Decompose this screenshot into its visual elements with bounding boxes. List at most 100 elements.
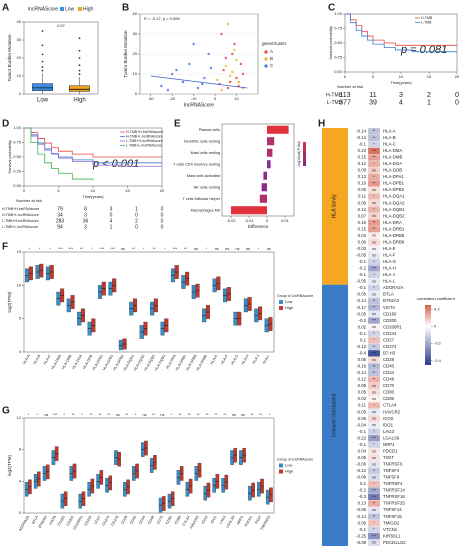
cell-value: -0.1	[359, 259, 367, 264]
y-tick-label: 0	[19, 91, 22, 96]
legend-swatch	[279, 469, 283, 474]
panel-letter: G	[2, 406, 10, 417]
y-tick-label: 0.00	[13, 183, 22, 188]
cell-value: -0.12	[356, 344, 366, 349]
significance: ***	[69, 247, 74, 251]
x-tick-label: HLA-E	[210, 353, 219, 365]
x-tick-label: TIGIT	[254, 514, 262, 525]
y-tick-label: 15	[17, 249, 22, 254]
significance: ns	[241, 413, 245, 417]
y-tick-label: 5	[19, 316, 22, 321]
point	[228, 80, 232, 84]
gene-label: CD244	[383, 331, 397, 336]
risk-count: 79	[57, 206, 63, 212]
point	[175, 68, 178, 72]
annotation: p = 0.081	[400, 44, 447, 56]
significance: *	[373, 338, 375, 342]
x-tick-label: HLA-DMB	[61, 353, 73, 370]
x-tick-label: 0.01	[281, 218, 290, 223]
x-tick-label: -0.01	[244, 218, 254, 223]
legend-title: geneCluster	[262, 41, 287, 46]
y-tick-label: 0	[135, 91, 138, 96]
annotation: 0.07	[57, 23, 66, 28]
significance: *	[81, 413, 83, 417]
risk-count: 283	[56, 218, 65, 224]
significance: ***	[110, 247, 115, 251]
x-tick-label: 0	[23, 188, 26, 193]
point	[224, 64, 228, 68]
significance: *	[373, 430, 375, 434]
cell-value: -0.05	[356, 253, 366, 258]
cell-value: -0.1	[359, 272, 367, 277]
gene-label: TNFRSF9	[383, 462, 403, 467]
cell-value: -0.2	[359, 488, 367, 493]
plot-frame	[23, 251, 275, 353]
risk-count: 0	[161, 206, 164, 212]
x-tick-label: HLA-DQB2	[154, 354, 166, 372]
gene-label: CD28	[383, 357, 395, 362]
risk-count: 0	[161, 224, 164, 230]
x-tick-label: IDO1	[210, 515, 218, 524]
significance: **	[373, 502, 376, 506]
gene-label: PDCD1LG2	[383, 540, 406, 545]
legend-swatch	[279, 306, 283, 310]
x-tick-label: VISTA	[48, 514, 57, 525]
gene-label: HLA-DQA1	[383, 194, 405, 199]
survival-curve	[24, 127, 162, 167]
bar	[263, 171, 267, 180]
significance: ns	[372, 449, 376, 453]
x-tick-label: HLA-DMA	[51, 353, 63, 370]
gene-label: HLA-DQA2	[383, 200, 405, 205]
cell-value: -0.06	[356, 507, 366, 512]
y-tick-label: 10	[17, 73, 22, 78]
x-tick-label: LAG3	[219, 515, 227, 525]
cell-value: 0.06	[358, 239, 367, 244]
point	[226, 22, 230, 26]
y-tick-label: 0	[19, 349, 22, 354]
outlier	[41, 44, 44, 47]
gene-label: HLA-L	[383, 279, 396, 284]
gene-label: PDCD1	[383, 448, 398, 453]
gene-label: TNFRSF18	[383, 494, 405, 499]
risk-count: 1	[135, 206, 138, 212]
significance: ns	[372, 279, 376, 283]
gene-label: TIGIT	[383, 455, 394, 460]
significance: ns	[372, 390, 376, 394]
gene-label: HLA-DRB1	[383, 226, 405, 231]
point	[228, 74, 232, 78]
y-tick-label: 40	[133, 11, 138, 16]
point	[166, 88, 170, 92]
legend-title: Group of LncRNAscore	[277, 457, 313, 461]
cell-value: -0.05	[356, 409, 366, 414]
category-label: NK cells resting	[194, 185, 220, 189]
significance: ns	[372, 201, 376, 205]
box	[69, 85, 90, 92]
x-tick-label: -10	[191, 96, 198, 101]
x-tick-label: CD86	[174, 515, 182, 525]
risk-count: 0	[161, 218, 164, 224]
point	[222, 68, 225, 72]
significance: ***	[372, 534, 377, 538]
legend-label: H-TMB+H-lncRNAscore	[126, 130, 163, 134]
gene-label: HLA-J	[383, 272, 395, 277]
y-tick-label: 0.50	[334, 40, 343, 45]
risk-row-label: L-TMB+L-lncRNAscore	[2, 225, 38, 229]
gene-label: HLA-A	[383, 128, 396, 133]
bar	[259, 194, 267, 203]
outlier	[41, 69, 44, 72]
outlier	[78, 37, 81, 40]
category-label: Dendritic cells resting	[184, 139, 220, 143]
significance: *	[373, 443, 375, 447]
x-tick-label: HLA-DOA	[72, 353, 84, 369]
significance: ns	[372, 410, 376, 414]
significance: ***	[372, 436, 377, 440]
x-tick-label: CD200R1	[72, 515, 83, 531]
cell-value: 0.05	[358, 187, 367, 192]
x-tick-label: CD27	[94, 515, 102, 525]
significance: ns	[372, 456, 376, 460]
gene-label: LGALS9	[383, 435, 400, 440]
gene-label: TNFRSF14	[383, 488, 405, 493]
gene-label: HLA-C	[383, 141, 396, 146]
significance: ns	[372, 240, 376, 244]
significance: *	[258, 247, 260, 251]
